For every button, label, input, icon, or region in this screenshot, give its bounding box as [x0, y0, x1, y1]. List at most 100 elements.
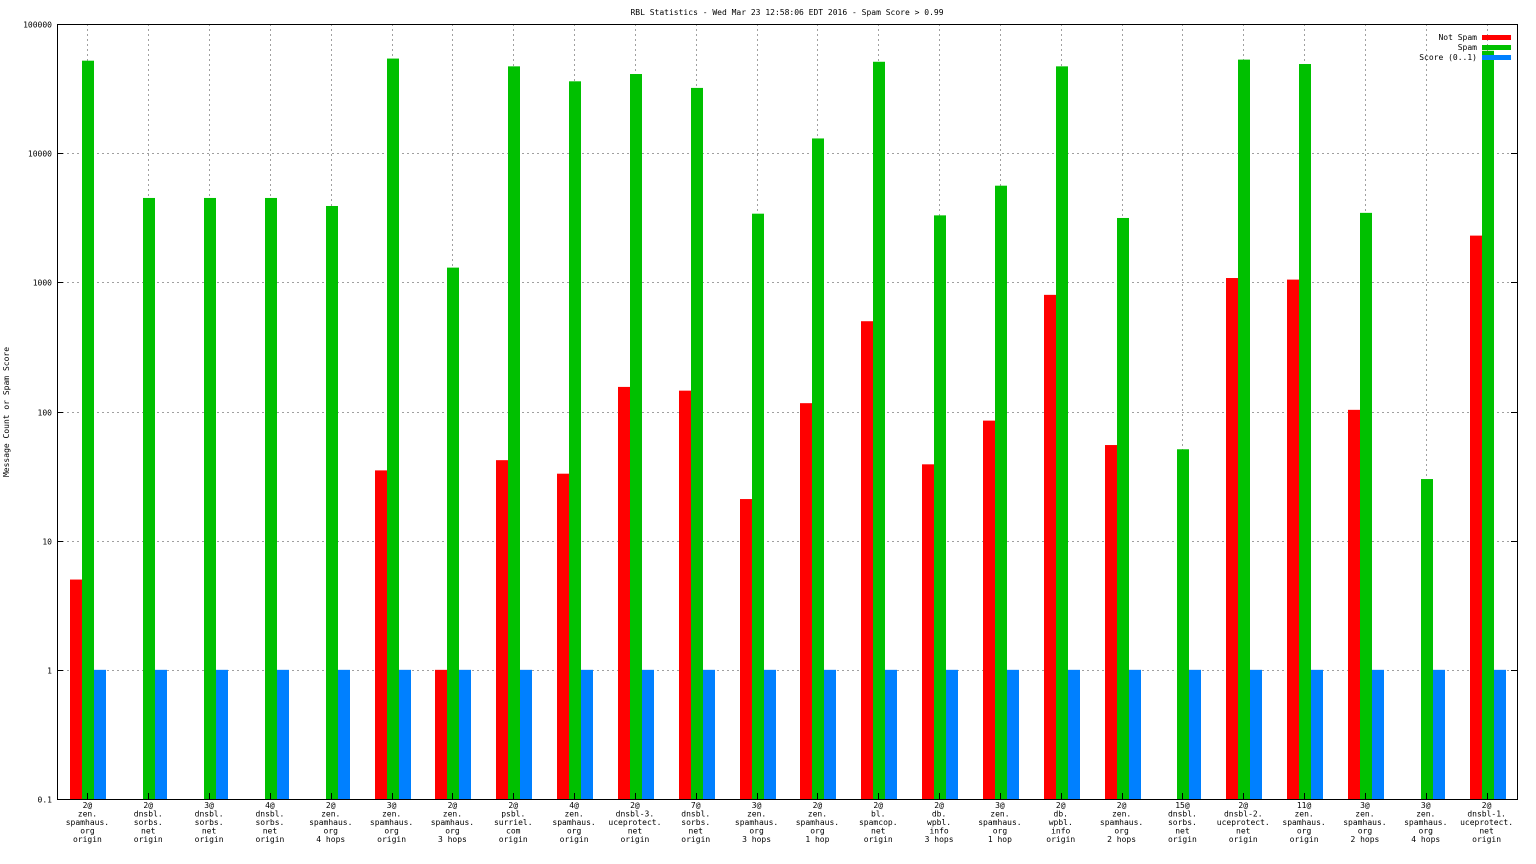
bar	[1117, 217, 1129, 800]
bar	[740, 499, 752, 799]
bar	[934, 215, 946, 799]
x-tick-label: 3@ zen. spamhaus. org 2 hops	[1343, 801, 1386, 844]
bar	[946, 669, 958, 799]
x-tick-label: 2@ zen. spamhaus. org 3 hops	[431, 801, 474, 844]
x-tick-label: 3@ zen. spamhaus. org 3 hops	[735, 801, 778, 844]
x-tick-label: 2@ db. wpbl. info origin	[1046, 801, 1075, 844]
bar	[1494, 669, 1506, 799]
x-tick-label: 4@ dnsbl. sorbs. net origin	[255, 801, 284, 844]
bar	[155, 669, 167, 799]
bar	[1360, 212, 1372, 799]
bar	[265, 197, 277, 799]
bar	[1068, 669, 1080, 799]
bar	[1287, 279, 1299, 799]
y-axis-ticks: 0.1 1 10 100 1000 10000 100000	[23, 21, 1517, 805]
x-tick-label: 2@ dnsbl-2. uceprotect. net origin	[1217, 801, 1270, 844]
bar	[447, 267, 459, 799]
bar	[995, 185, 1007, 799]
x-axis-labels: 2@ zen. spamhaus. org origin 2@ dnsbl. sorbs. ne…	[66, 801, 1513, 844]
bar	[873, 61, 885, 799]
bar	[642, 669, 654, 799]
y-axis-label: Message Count or Spam Score	[2, 347, 11, 477]
bar	[70, 579, 82, 799]
x-tick-label: 2@ dnsbl. sorbs. net origin	[134, 801, 163, 844]
bar	[496, 460, 508, 799]
bar	[204, 197, 216, 799]
bar	[94, 669, 106, 799]
bar	[520, 669, 532, 799]
bar	[691, 87, 703, 799]
bar	[630, 74, 642, 799]
bar	[1372, 669, 1384, 799]
x-tick-label: 2@ zen. spamhaus. org 2 hops	[1100, 801, 1143, 844]
x-tick-label: 2@ bl. spamcop. net origin	[859, 801, 898, 844]
bar	[277, 669, 289, 799]
x-tick-label: 2@ dnsbl-1. uceprotect. net origin	[1460, 801, 1513, 844]
bar	[1470, 235, 1482, 799]
bar	[1421, 479, 1433, 799]
bar	[1250, 669, 1262, 799]
chart-title: RBL Statistics - Wed Mar 23 12:58:06 EDT…	[630, 8, 943, 17]
x-tick-label: 11@ zen. spamhaus. org origin	[1282, 801, 1325, 844]
y-tick-label: 1000	[33, 279, 52, 288]
x-tick-label: 4@ zen. spamhaus. org origin	[552, 801, 595, 844]
x-tick-label: 2@ psbl. surriel. com origin	[494, 801, 533, 844]
bar	[1129, 669, 1141, 799]
y-tick-label: 1	[47, 667, 52, 676]
x-tick-label: 3@ zen. spamhaus. org origin	[370, 801, 413, 844]
bar	[1348, 409, 1360, 799]
bar	[1482, 50, 1494, 799]
bar	[557, 473, 569, 799]
bar	[216, 669, 228, 799]
bar	[375, 470, 387, 799]
bar	[569, 81, 581, 800]
bar	[459, 669, 471, 799]
bar	[326, 205, 338, 799]
legend-label: Spam	[1458, 43, 1477, 52]
bar	[885, 669, 897, 799]
bar	[812, 138, 824, 800]
x-tick-label: 3@ zen. spamhaus. org 4 hops	[1404, 801, 1447, 844]
x-tick-label: 2@ zen. spamhaus. org 4 hops	[309, 801, 352, 844]
y-tick-label: 10	[42, 538, 52, 547]
x-tick-label: 2@ zen. spamhaus. org 1 hop	[796, 801, 839, 844]
bar	[1226, 278, 1238, 799]
legend-swatch	[1482, 55, 1511, 60]
y-tick-label: 10000	[28, 150, 52, 159]
legend-swatch	[1482, 35, 1511, 40]
bar	[618, 386, 630, 799]
bar	[1238, 59, 1250, 799]
bar	[435, 669, 447, 799]
x-tick-label: 2@ dnsbl-3. uceprotect. net origin	[608, 801, 661, 844]
legend-label: Not Spam	[1438, 33, 1477, 42]
bar	[679, 390, 691, 799]
bar	[1007, 669, 1019, 799]
x-tick-label: 3@ zen. spamhaus. org 1 hop	[978, 801, 1021, 844]
bar	[1177, 449, 1189, 799]
x-tick-label: 7@ dnsbl. sorbs. net origin	[681, 801, 710, 844]
bar	[1299, 64, 1311, 799]
bar	[387, 58, 399, 800]
bar	[82, 60, 94, 799]
y-tick-label: 0.1	[38, 796, 53, 805]
bar	[1105, 445, 1117, 799]
bar	[800, 403, 812, 799]
bar	[703, 669, 715, 799]
legend-swatch	[1482, 45, 1511, 50]
bar	[861, 321, 873, 799]
bar	[764, 669, 776, 799]
bar	[1044, 294, 1056, 799]
bar	[983, 420, 995, 799]
x-tick-label: 3@ dnsbl. sorbs. net origin	[195, 801, 224, 844]
bar	[824, 669, 836, 799]
x-tick-label: 15@ dnsbl. sorbs. net origin	[1168, 801, 1197, 844]
bar	[1311, 669, 1323, 799]
bar	[399, 669, 411, 799]
bar	[143, 197, 155, 799]
legend-label: Score (0..1)	[1419, 53, 1477, 62]
bar	[1189, 669, 1201, 799]
x-tick-label: 2@ db. wpbl. info 3 hops	[925, 801, 954, 844]
bar	[581, 669, 593, 799]
